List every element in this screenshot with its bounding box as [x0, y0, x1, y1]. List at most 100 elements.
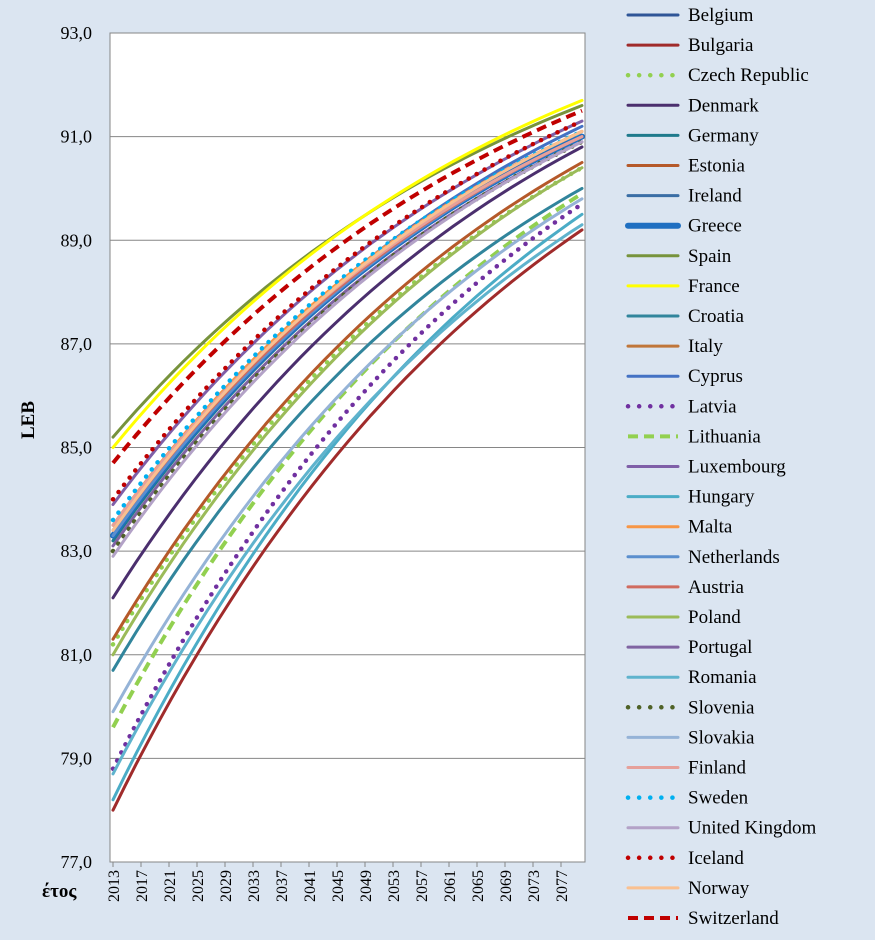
series-line-slovakia: [111, 197, 584, 714]
y-axis-title: LEB: [18, 401, 39, 439]
x-tick-label: 2061: [442, 870, 459, 902]
y-axis: 77,0 79,0 81,0 83,0 85,0 87,0 89,0 91,0 93,0: [61, 23, 93, 872]
legend-item: Italy: [626, 336, 723, 357]
legend-item: Switzerland: [628, 908, 779, 929]
legend-item: Ireland: [626, 186, 742, 207]
legend-label: Malta: [688, 517, 733, 538]
legend-label: Sweden: [688, 788, 749, 809]
legend-item: Portugal: [626, 637, 752, 658]
legend-item: Iceland: [625, 848, 744, 869]
legend-label: Cyprus: [688, 366, 743, 387]
x-tick-label: 2017: [134, 870, 151, 902]
series-line-norway: [111, 129, 584, 532]
legend-item: Luxembourg: [626, 457, 786, 478]
x-tick-label: 2013: [106, 870, 123, 902]
legend-label: Iceland: [688, 848, 744, 869]
legend-item: Latvia: [625, 396, 737, 417]
legend-label: Lithuania: [688, 426, 761, 447]
y-tick-label: 91,0: [61, 127, 93, 147]
legend-label: Hungary: [688, 487, 755, 508]
legend-item: Lithuania: [628, 426, 761, 447]
legend: Belgium Bulgaria Czech Republic Denmark Germ…: [625, 5, 816, 929]
legend-label: Netherlands: [688, 547, 780, 568]
legend-label: Bulgaria: [688, 35, 754, 56]
legend-item: Cyprus: [626, 366, 743, 387]
legend-label: Luxembourg: [688, 457, 786, 478]
legend-item: Poland: [626, 607, 741, 628]
legend-label: Denmark: [688, 95, 759, 116]
series-line-latvia: [110, 201, 585, 771]
legend-item: Slovenia: [625, 697, 755, 718]
x-tick-label: 2033: [246, 870, 263, 902]
x-tick-label: 2037: [274, 870, 291, 902]
legend-label: Austria: [688, 577, 745, 598]
legend-label: Romania: [688, 667, 757, 688]
x-axis-title: έτος: [42, 881, 77, 902]
legend-label: Spain: [688, 246, 732, 267]
legend-label: Portugal: [688, 637, 752, 658]
legend-item: Spain: [626, 246, 732, 267]
x-tick-label: 2045: [330, 870, 347, 902]
x-tick-label: 2073: [526, 870, 543, 902]
series-line-poland: [111, 166, 584, 657]
y-tick-label: 79,0: [61, 748, 93, 768]
series-lines: [110, 98, 585, 812]
series-line-france: [111, 98, 584, 449]
legend-item: Sweden: [625, 788, 749, 809]
y-tick-label: 83,0: [61, 541, 93, 561]
legend-label: Slovenia: [688, 697, 755, 718]
x-tick-label: 2057: [414, 870, 431, 902]
legend-label: Ireland: [688, 186, 742, 207]
legend-item: Norway: [626, 878, 750, 899]
series-line-slovenia: [110, 139, 585, 554]
series-line-romania: [111, 223, 584, 776]
legend-item: Croatia: [626, 306, 744, 327]
legend-item: France: [626, 276, 740, 297]
legend-label: Finland: [688, 758, 747, 779]
x-tick-label: 2029: [218, 870, 235, 902]
legend-label: Estonia: [688, 156, 746, 177]
legend-label: Slovakia: [688, 727, 755, 748]
legend-label: Italy: [688, 336, 723, 357]
series-line-denmark: [111, 145, 584, 600]
x-tick-label: 2053: [386, 870, 403, 902]
legend-item: Belgium: [626, 5, 754, 26]
x-tick-label: 2065: [470, 870, 487, 902]
y-tick-label: 85,0: [61, 438, 93, 458]
series-line-bulgaria: [111, 228, 584, 812]
legend-item: Bulgaria: [626, 35, 754, 56]
legend-label: Czech Republic: [688, 65, 809, 86]
legend-label: Germany: [688, 125, 759, 146]
x-tick-label: 2077: [554, 870, 571, 902]
y-tick-label: 77,0: [61, 852, 93, 872]
x-tick-label: 2025: [190, 870, 207, 902]
x-axis: 2013 2017 2021 2025 2029 2033 2037 2041 2045 2049…: [106, 861, 585, 902]
series-line-croatia: [111, 186, 584, 672]
legend-item: Romania: [626, 667, 757, 688]
legend-label: Poland: [688, 607, 741, 628]
y-tick-label: 87,0: [61, 334, 93, 354]
legend-item: Netherlands: [626, 547, 780, 568]
series-line-czech-republic: [110, 165, 585, 647]
series-line-united-kingdom: [111, 140, 584, 558]
x-tick-label: 2049: [358, 870, 375, 902]
legend-item: Malta: [626, 517, 733, 538]
legend-item: Greece: [625, 216, 742, 237]
series-line-lithuania: [111, 191, 584, 729]
legend-label: United Kingdom: [688, 818, 816, 839]
x-tick-label: 2021: [162, 870, 179, 902]
y-tick-label: 89,0: [61, 230, 93, 250]
x-tick-label: 2041: [302, 870, 319, 902]
y-tick-label: 81,0: [61, 645, 93, 665]
legend-label: Latvia: [688, 396, 737, 417]
x-tick-label: 2069: [498, 870, 515, 902]
legend-label: Norway: [688, 878, 750, 899]
legend-label: Belgium: [688, 5, 754, 26]
series-line-switzerland: [111, 108, 583, 465]
legend-label: France: [688, 276, 740, 297]
legend-label: Croatia: [688, 306, 744, 327]
legend-item: Finland: [626, 758, 747, 779]
legend-item: Germany: [626, 125, 759, 146]
legend-item: Hungary: [626, 487, 755, 508]
